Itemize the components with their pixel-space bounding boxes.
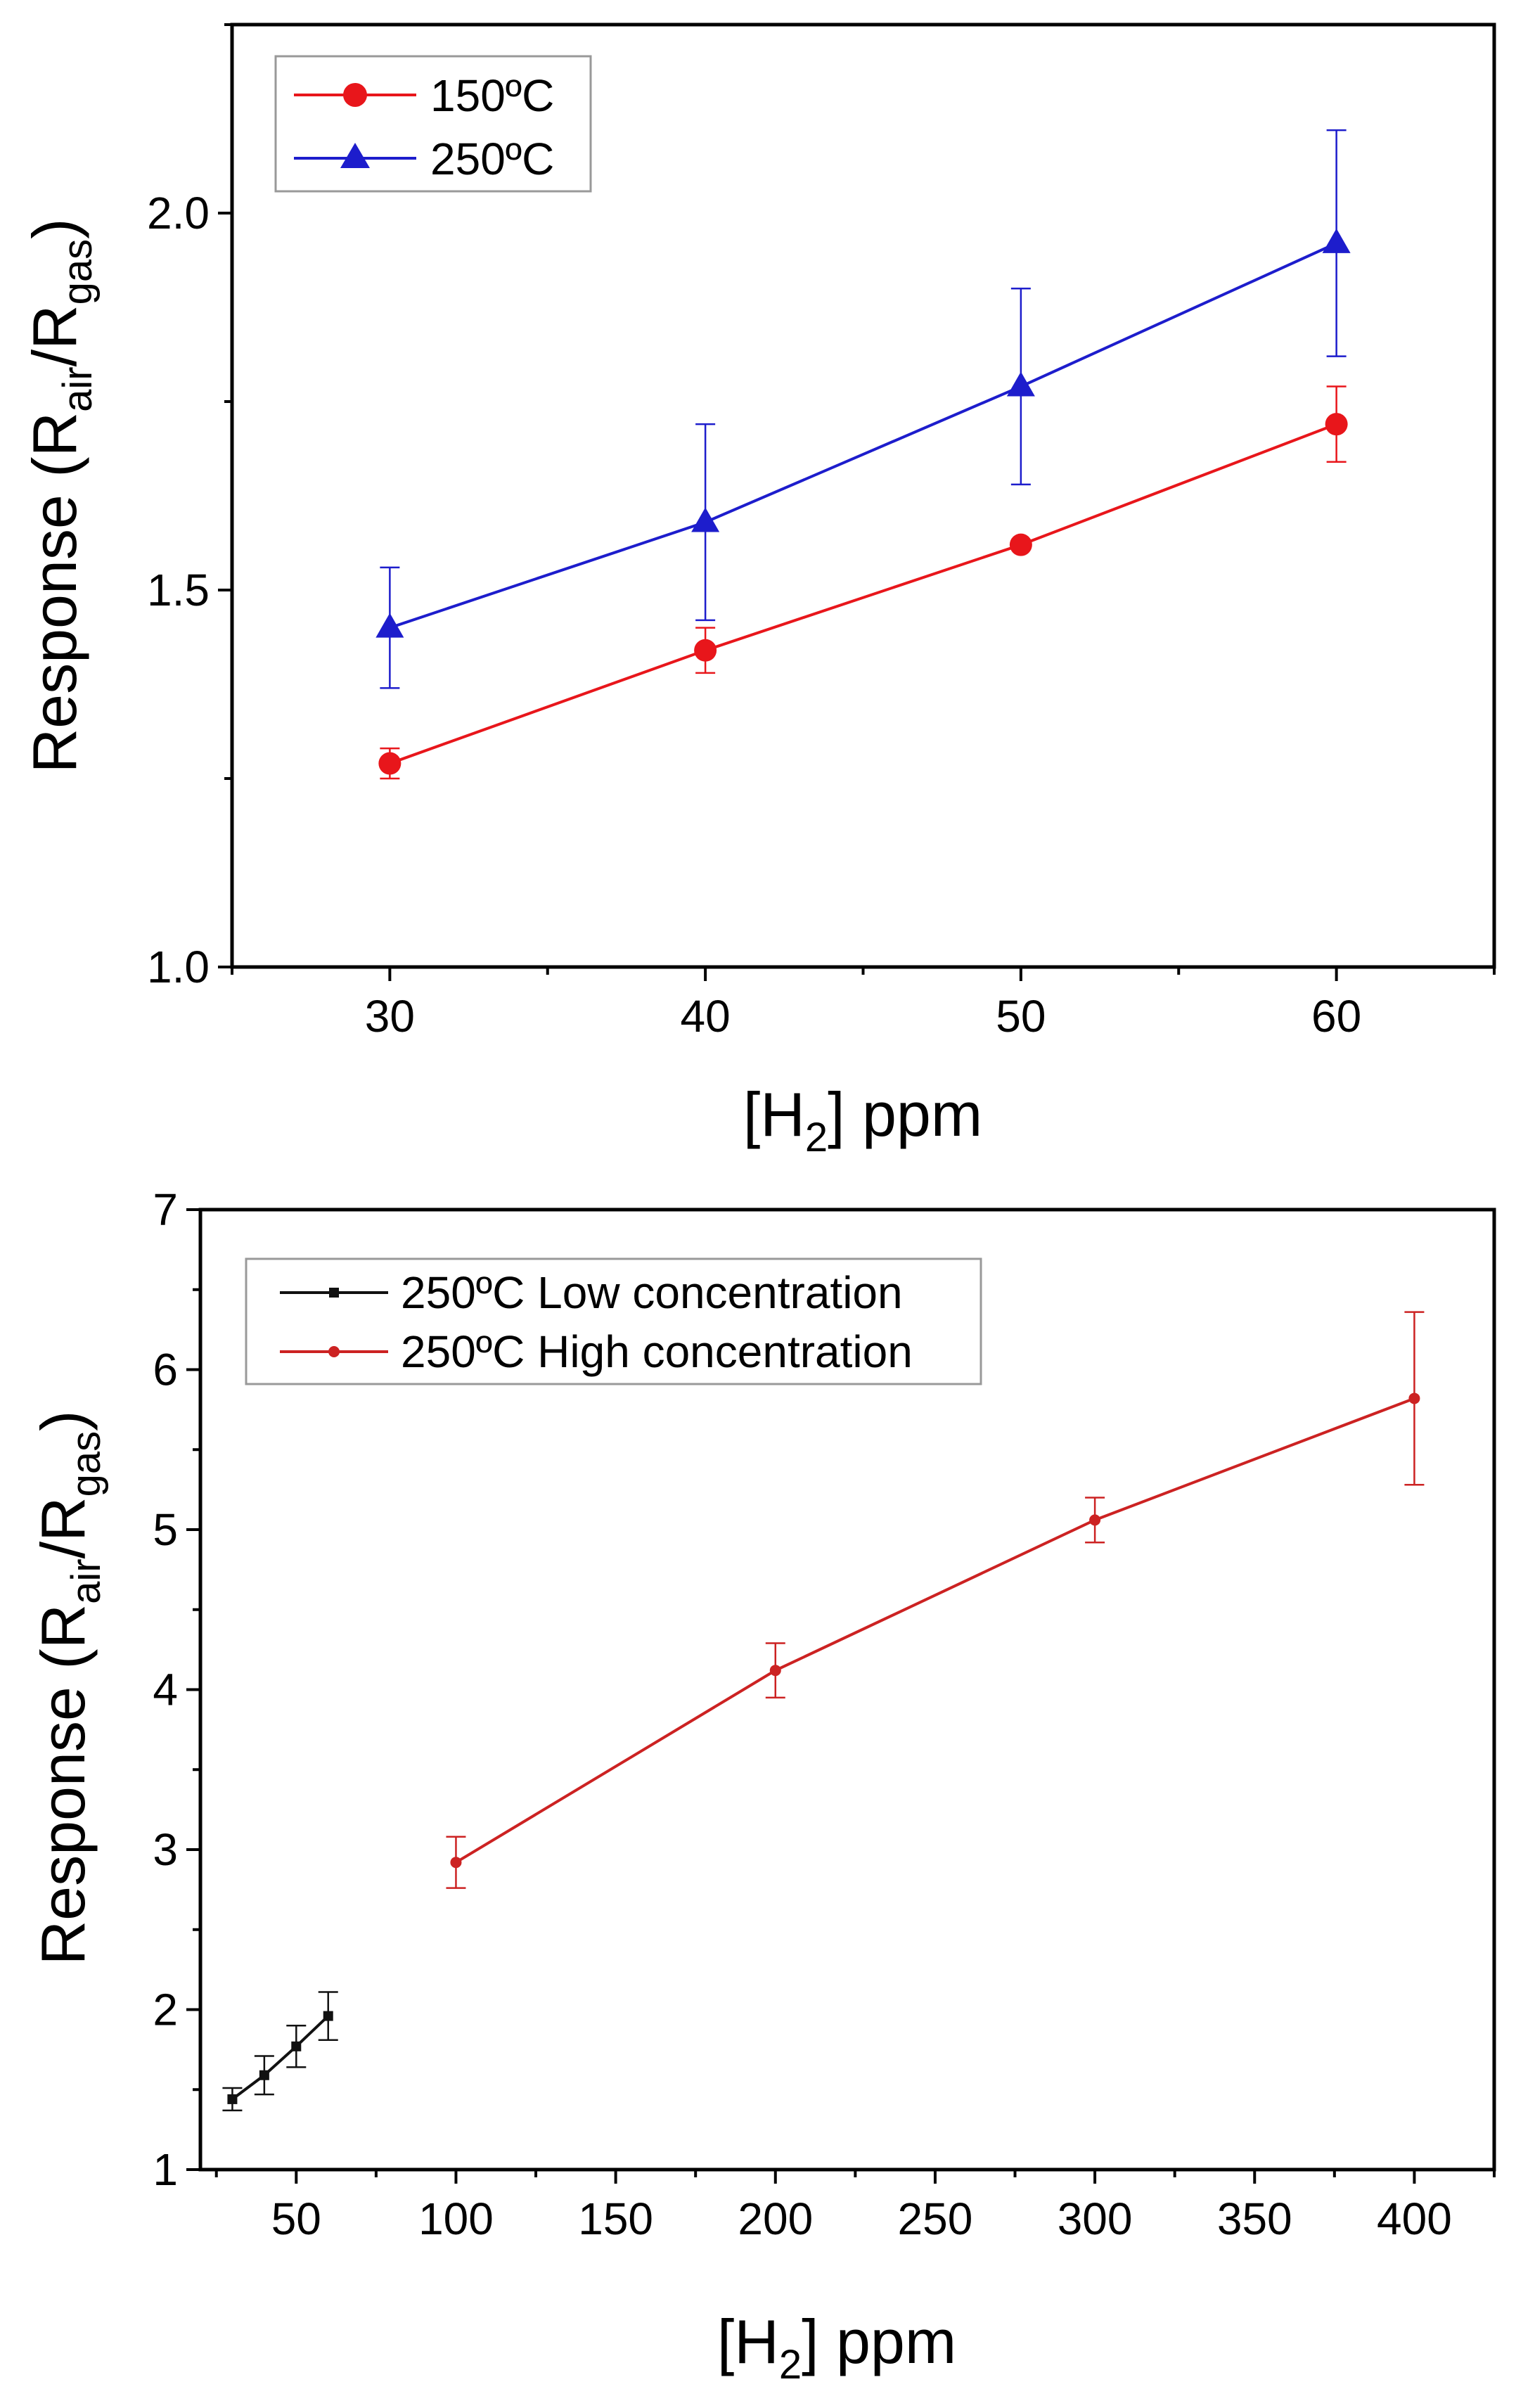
tick-labels: 50 100 150 200 250 300 350 400 1 2 3 4 5 6 7 [153,1184,1451,2244]
y-tick-label: 1 [153,2144,178,2195]
series-2-point [1322,228,1351,253]
legend: 250ºC Low concentration 250ºC High conce… [245,1257,982,1385]
y-tick-label: 5 [153,1504,178,1555]
series-1-point [378,752,402,775]
legend-box [274,55,592,193]
y-tick-label: 2.0 [147,188,210,238]
legend-marker-high [328,1346,340,1357]
series-1-point [1325,413,1348,436]
series-1-point [1009,533,1032,556]
x-tick-label: 50 [271,2194,321,2244]
x-tick-label: 350 [1217,2194,1292,2244]
x-tick-label: 60 [1311,991,1361,1042]
series-1-point [291,2041,302,2051]
chart-bottom-low-high-concentration: 50 100 150 200 250 300 350 400 1 2 3 4 5 6 7 250ºC Low… [28,1184,1496,2388]
series-1-line [389,423,1337,765]
tick-marks [186,1208,1496,2184]
series-1-point [227,2094,238,2104]
legend-label-150c: 150ºC [430,70,554,121]
series-1-line [231,2015,330,2101]
x-tick-label: 250 [898,2194,973,2244]
legend-marker-low [329,1288,339,1298]
y-tick-label: 7 [153,1184,178,1235]
legend-marker-150c [343,83,367,107]
x-tick-label: 30 [365,991,415,1042]
series-lines [231,1397,1415,2101]
x-tick-label: 150 [578,2194,653,2244]
series-2-line [455,1397,1415,1864]
tick-labels: 30 40 50 60 1.0 1.5 2.0 [147,188,1361,1042]
x-tick-label: 300 [1058,2194,1133,2244]
legend-box [245,1257,982,1385]
series-2-point [375,613,404,638]
series-2-line [389,242,1337,629]
legend-label-high: 250ºC High concentration [401,1326,913,1377]
x-tick-label: 200 [738,2194,813,2244]
x-tick-label: 50 [996,991,1046,1042]
series-1-point [259,2070,269,2080]
series-2-point [450,1857,462,1869]
x-axis-title: [H2] ppm [743,1080,982,1160]
series-2-point [1408,1392,1420,1404]
x-tick-label: 40 [681,991,731,1042]
y-tick-label: 4 [153,1665,178,1715]
legend-label-250c: 250ºC [430,134,554,184]
x-tick-label: 400 [1377,2194,1452,2244]
y-tick-label: 1.0 [147,942,210,992]
tick-marks [218,23,1496,981]
x-axis-title: [H2] ppm [717,2307,956,2388]
error-bars [222,1311,1425,2112]
x-tick-label: 100 [418,2194,494,2244]
series-lines [389,242,1337,765]
y-tick-label: 2 [153,1985,178,2035]
y-tick-label: 1.5 [147,565,210,615]
series-2-point [769,1665,781,1677]
legend-marker-250c [340,143,370,168]
series-1-point [323,2011,333,2021]
series-1-point [694,639,717,662]
series-2-point [1006,371,1035,397]
y-axis-title: Response (Rair/Rgas) [20,219,101,774]
legend-label-low: 250ºC Low concentration [401,1267,903,1318]
series-markers [375,228,1351,775]
y-tick-label: 3 [153,1824,178,1875]
series-markers [227,1392,1420,2104]
y-tick-label: 6 [153,1345,178,1395]
legend: 150ºC 250ºC [274,55,592,193]
y-axis-title: Response (Rair/Rgas) [28,1411,109,1966]
series-2-point [691,507,720,532]
chart-top-150-250c: 30 40 50 60 1.0 1.5 2.0 150ºC 250ºC [H2] ppm R… [20,23,1496,1160]
series-2-point [1089,1514,1101,1526]
